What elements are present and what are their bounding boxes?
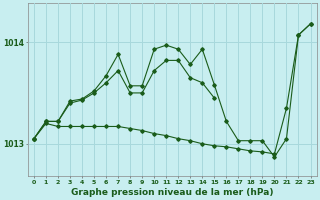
X-axis label: Graphe pression niveau de la mer (hPa): Graphe pression niveau de la mer (hPa) — [71, 188, 274, 197]
